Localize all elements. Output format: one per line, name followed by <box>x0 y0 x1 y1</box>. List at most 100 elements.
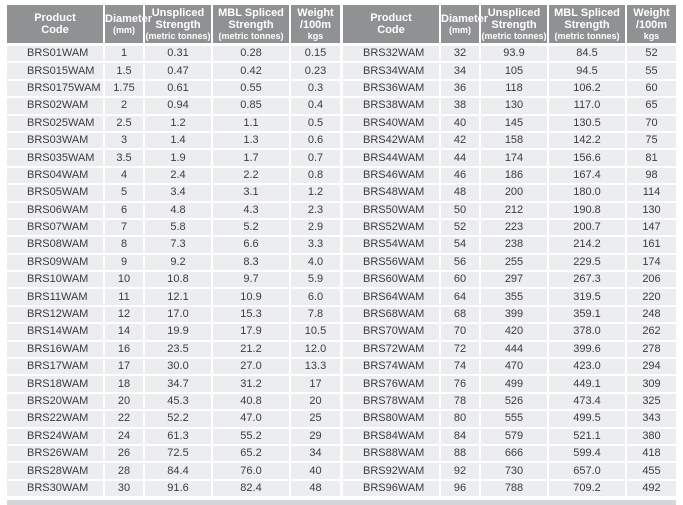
weight-cell: 20 <box>290 392 340 412</box>
mbl-spliced-strength-cell: 0.55 <box>212 79 291 99</box>
column-header-unit: (mm) <box>449 25 471 35</box>
diameter-cell: 30 <box>104 479 145 499</box>
diameter-cell: 2 <box>104 97 145 116</box>
weight-cell: 13.3 <box>290 358 340 377</box>
product-code-cell: BRS76WAM <box>343 375 441 394</box>
mbl-spliced-strength-cell: 65.2 <box>212 444 291 464</box>
unspliced-strength-cell: 4.8 <box>144 201 213 220</box>
mbl-spliced-strength-cell: 4.3 <box>212 201 291 220</box>
product-code-cell: BRS04WAM <box>7 166 105 186</box>
product-code-cell: BRS09WAM <box>7 253 105 273</box>
weight-cell: 12.0 <box>290 340 340 360</box>
table-row: BRS68WAM 68 399 359.1 248 <box>343 305 676 325</box>
mbl-spliced-strength-cell: 499.5 <box>548 410 627 429</box>
column-header-unit: (mm) <box>113 25 135 35</box>
mbl-spliced-strength-cell: 1.1 <box>212 114 291 133</box>
weight-cell: 98 <box>626 166 676 186</box>
product-code-cell: BRS84WAM <box>343 427 441 447</box>
table-row: BRS05WAM 5 3.4 3.1 1.2 <box>7 184 340 203</box>
weight-cell: 29 <box>290 427 340 447</box>
mbl-spliced-strength-cell: 117.0 <box>548 97 627 116</box>
unspliced-strength-cell: 9.2 <box>144 253 213 273</box>
mbl-spliced-strength-cell: 599.4 <box>548 444 627 464</box>
product-code-cell: BRS03WAM <box>7 131 105 151</box>
table-row: BRS32WAM 32 93.9 84.5 52 <box>343 44 676 64</box>
unspliced-strength-cell: 174 <box>480 149 549 168</box>
diameter-cell: 26 <box>104 444 145 464</box>
table-row: BRS88WAM 88 666 599.4 418 <box>343 444 676 464</box>
weight-cell: 220 <box>626 288 676 307</box>
unspliced-strength-cell: 17.0 <box>144 305 213 325</box>
product-code-cell: BRS72WAM <box>343 340 441 360</box>
mbl-spliced-strength-cell: 229.5 <box>548 253 627 273</box>
table-row: BRS46WAM 46 186 167.4 98 <box>343 166 676 186</box>
column-header-label: Weight /100m <box>633 7 670 31</box>
column-header-label: Diameter <box>441 13 489 25</box>
product-code-cell: BRS24WAM <box>7 427 105 447</box>
diameter-cell: 22 <box>104 410 145 429</box>
weight-cell: 0.3 <box>290 79 340 99</box>
mbl-spliced-strength-cell: 27.0 <box>212 358 291 377</box>
product-code-cell: BRS34WAM <box>343 62 441 81</box>
product-code-cell: BRS60WAM <box>343 271 441 290</box>
unspliced-strength-cell: 297 <box>480 271 549 290</box>
unspliced-strength-cell: 5.8 <box>144 218 213 238</box>
weight-cell: 380 <box>626 427 676 447</box>
diameter-cell: 3.5 <box>104 149 145 168</box>
table-row: BRS38WAM 38 130 117.0 65 <box>343 97 676 116</box>
table-row: BRS14WAM 14 19.9 17.9 10.5 <box>7 323 340 342</box>
column-header-unit: kgs <box>307 31 324 41</box>
mbl-spliced-strength-cell: 106.2 <box>548 79 627 99</box>
table-row: BRS07WAM 7 5.8 5.2 2.9 <box>7 218 340 238</box>
mbl-spliced-strength-cell: 5.2 <box>212 218 291 238</box>
mbl-spliced-strength-cell: 130.5 <box>548 114 627 133</box>
mbl-spliced-strength-cell: 82.4 <box>212 479 291 499</box>
diameter-cell: 60 <box>440 271 481 290</box>
unspliced-strength-cell: 420 <box>480 323 549 342</box>
table-row: BRS26WAM 26 72.5 65.2 34 <box>7 444 340 464</box>
diameter-cell: 14 <box>104 323 145 342</box>
unspliced-strength-cell: 1.4 <box>144 131 213 151</box>
unspliced-strength-cell: 145 <box>480 114 549 133</box>
table-row: BRS78WAM 78 526 473.4 325 <box>343 392 676 412</box>
product-code-cell: BRS78WAM <box>343 392 441 412</box>
unspliced-strength-cell: 788 <box>480 479 549 499</box>
diameter-cell: 16 <box>104 340 145 360</box>
table-row: BRS11WAM 11 12.1 10.9 6.0 <box>7 288 340 307</box>
diameter-cell: 17 <box>104 358 145 377</box>
diameter-cell: 4 <box>104 166 145 186</box>
diameter-cell: 1.75 <box>104 79 145 99</box>
product-code-cell: BRS28WAM <box>7 462 105 481</box>
product-code-cell: BRS20WAM <box>7 392 105 412</box>
table-row: BRS17WAM 17 30.0 27.0 13.3 <box>7 358 340 377</box>
weight-cell: 147 <box>626 218 676 238</box>
product-code-cell: BRS32WAM <box>343 44 441 64</box>
weight-cell: 7.8 <box>290 305 340 325</box>
table-row: BRS015WAM 1.5 0.47 0.42 0.23 <box>7 62 340 81</box>
unspliced-strength-cell: 0.61 <box>144 79 213 99</box>
weight-cell: 0.4 <box>290 97 340 116</box>
unspliced-strength-cell: 91.6 <box>144 479 213 499</box>
unspliced-strength-cell: 10.8 <box>144 271 213 290</box>
diameter-cell: 52 <box>440 218 481 238</box>
diameter-cell: 1 <box>104 44 145 64</box>
product-code-cell: BRS17WAM <box>7 358 105 377</box>
unspliced-strength-cell: 212 <box>480 201 549 220</box>
table-row: BRS01WAM 1 0.31 0.28 0.15 <box>7 44 340 64</box>
table-row: BRS22WAM 22 52.2 47.0 25 <box>7 410 340 429</box>
table-row: BRS92WAM 92 730 657.0 455 <box>343 462 676 481</box>
mbl-spliced-strength-cell: 0.28 <box>212 44 291 64</box>
weight-cell: 55 <box>626 62 676 81</box>
weight-cell: 25 <box>290 410 340 429</box>
unspliced-strength-cell: 7.3 <box>144 236 213 255</box>
diameter-cell: 5 <box>104 184 145 203</box>
mbl-spliced-strength-cell: 2.2 <box>212 166 291 186</box>
product-code-cell: BRS06WAM <box>7 201 105 220</box>
weight-cell: 248 <box>626 305 676 325</box>
weight-cell: 0.15 <box>290 44 340 64</box>
weight-cell: 34 <box>290 444 340 464</box>
product-code-cell: BRS40WAM <box>343 114 441 133</box>
product-code-cell: BRS74WAM <box>343 358 441 377</box>
mbl-spliced-strength-cell: 319.5 <box>548 288 627 307</box>
